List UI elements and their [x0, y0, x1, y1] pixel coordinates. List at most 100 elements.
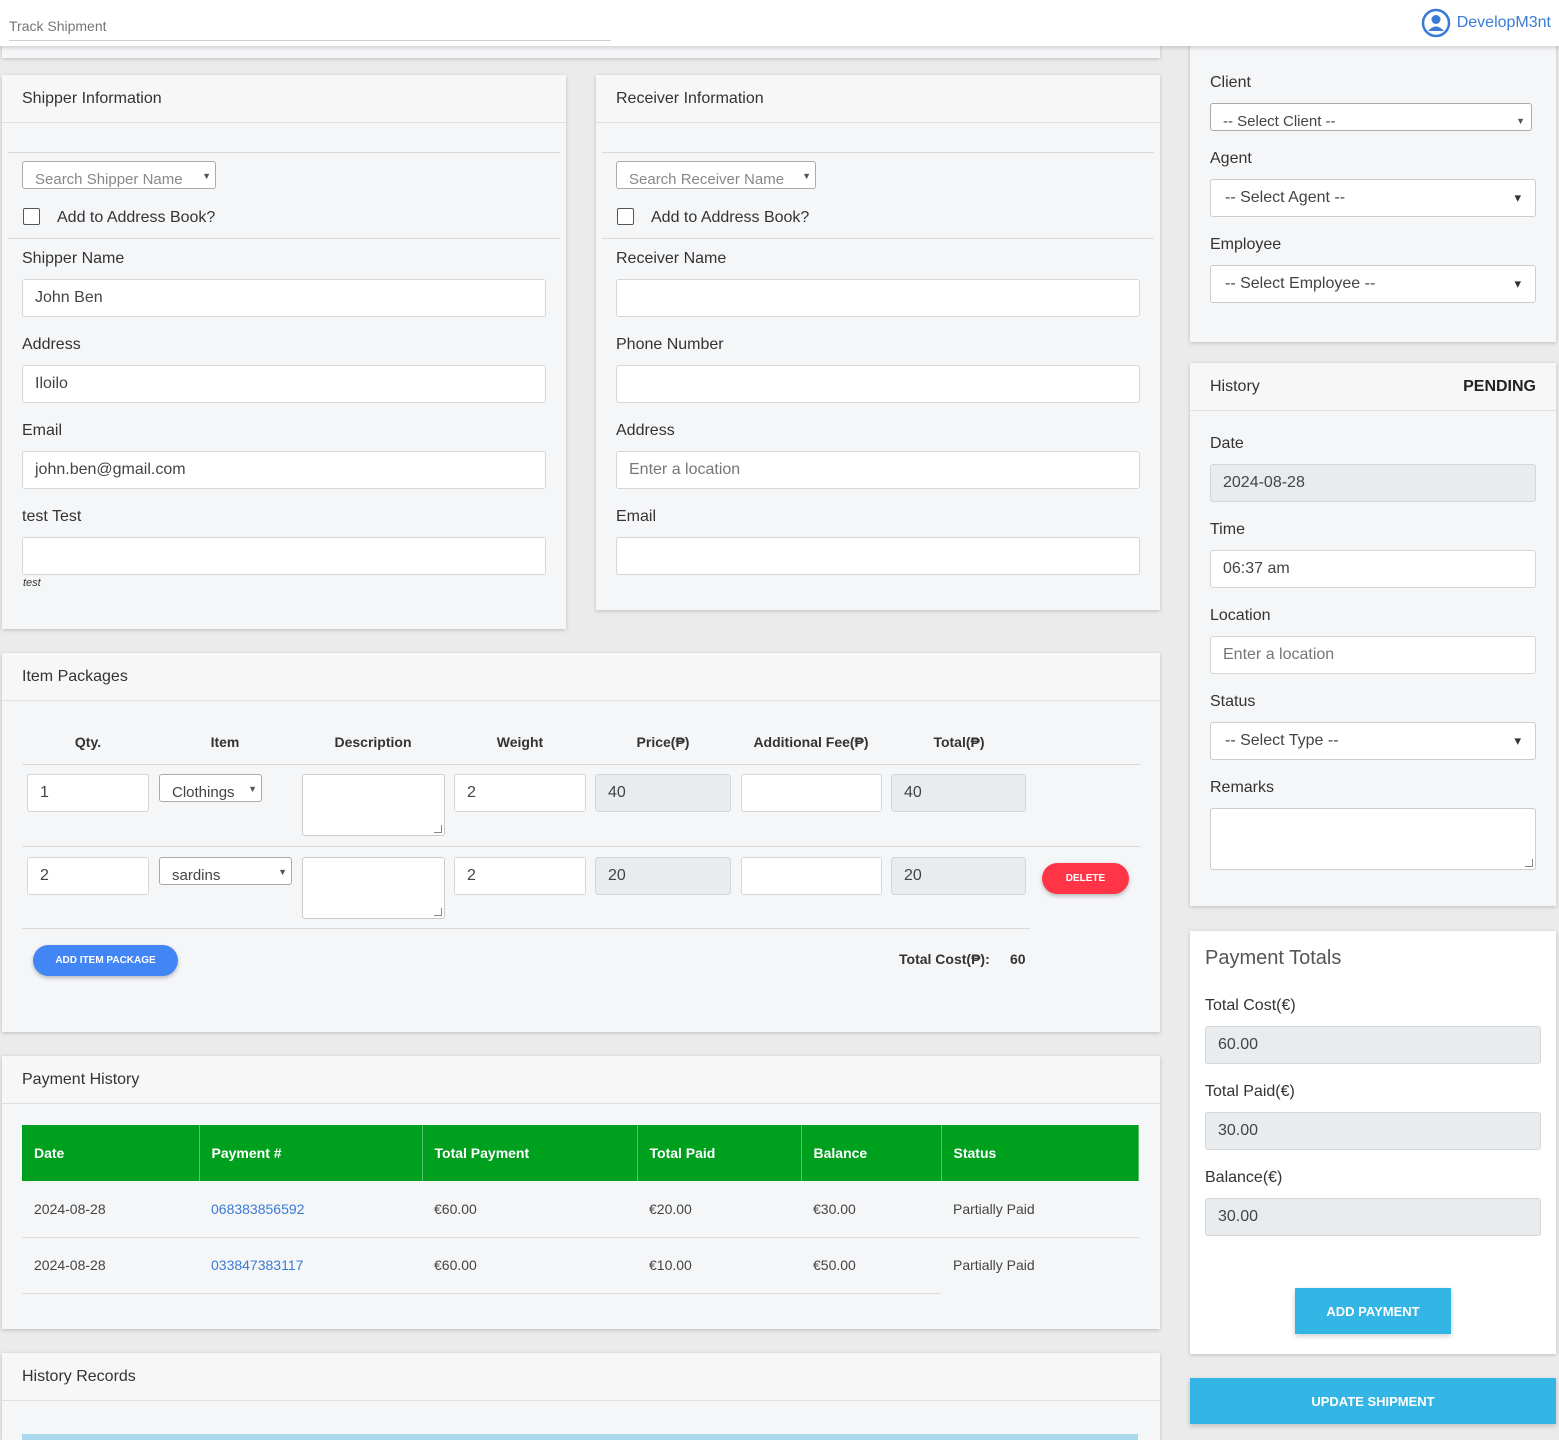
- shipper-card-title: Shipper Information: [2, 75, 566, 123]
- assignment-card: Client -- Select Client -- ▼ Agent -- Se…: [1190, 40, 1556, 342]
- pt-total-cost-field: 60.00: [1205, 1026, 1541, 1064]
- receiver-email-field[interactable]: [616, 537, 1140, 575]
- receiver-address-book-label: Add to Address Book?: [651, 209, 810, 226]
- receiver-phone-field[interactable]: [616, 365, 1140, 403]
- receiver-search-placeholder: Search Receiver Name: [629, 171, 785, 188]
- receiver-address-field[interactable]: Enter a location: [616, 451, 1140, 489]
- history-time-field[interactable]: 06:37 am: [1210, 550, 1536, 588]
- history-remarks-textarea[interactable]: [1210, 808, 1536, 870]
- shipper-address-field[interactable]: Iloilo: [22, 365, 546, 403]
- col-balance: Balance: [801, 1125, 942, 1181]
- receiver-name-field[interactable]: [616, 279, 1140, 317]
- chevron-down-icon: ▾: [1514, 276, 1521, 291]
- shipper-address-book-label: Add to Address Book?: [57, 209, 216, 226]
- divider: [602, 238, 1154, 239]
- history-date-label: Date: [1210, 435, 1244, 452]
- payment-link[interactable]: 068383856592: [211, 1200, 305, 1217]
- header-total: Total(₱): [933, 734, 985, 750]
- history-title: History: [1210, 378, 1260, 395]
- shipper-address-book-checkbox[interactable]: [23, 208, 40, 225]
- receiver-card: Receiver Information Search Receiver Nam…: [596, 75, 1160, 610]
- receiver-email-label: Email: [616, 508, 657, 525]
- user-menu[interactable]: DevelopM3nt: [1421, 8, 1551, 38]
- divider: [602, 152, 1154, 153]
- shipper-email-label: Email: [22, 422, 63, 439]
- item-packages-title: Item Packages: [2, 653, 1160, 701]
- row1-description-textarea[interactable]: [302, 774, 445, 836]
- payment-totals-title: Payment Totals: [1205, 947, 1342, 969]
- row2-weight-field[interactable]: 2: [454, 857, 586, 895]
- user-name: DevelopM3nt: [1456, 14, 1551, 31]
- item-packages-card: Item Packages Qty. Item Description Weig…: [2, 653, 1160, 1032]
- receiver-address-book-checkbox[interactable]: [617, 208, 634, 225]
- payment-history-table: Date Payment # Total Payment Total Paid …: [22, 1125, 1139, 1294]
- cell-date: 2024-08-28: [22, 1181, 199, 1238]
- row2-description-textarea[interactable]: [302, 857, 445, 919]
- shipper-card: Shipper Information Search Shipper Name …: [2, 75, 566, 629]
- shipper-search-select[interactable]: Search Shipper Name ▼: [22, 161, 216, 189]
- history-status-value: -- Select Type --: [1225, 732, 1339, 749]
- payment-link[interactable]: 033847383117: [211, 1257, 304, 1273]
- row1-fee-field[interactable]: [741, 774, 882, 812]
- divider: [22, 764, 1140, 765]
- employee-label: Employee: [1210, 236, 1282, 253]
- chevron-down-icon: ▾: [1514, 190, 1521, 205]
- row1-price-field: 40: [595, 774, 731, 812]
- receiver-search-select[interactable]: Search Receiver Name ▼: [616, 161, 816, 189]
- col-total-paid: Total Paid: [637, 1125, 802, 1181]
- row1-qty-field[interactable]: 1: [27, 774, 149, 812]
- row1-weight-field[interactable]: 2: [454, 774, 586, 812]
- update-shipment-button[interactable]: UPDATE SHIPMENT: [1190, 1378, 1556, 1424]
- add-payment-button[interactable]: ADD PAYMENT: [1295, 1288, 1451, 1334]
- row2-price-field: 20: [595, 857, 731, 895]
- shipper-address-label: Address: [22, 336, 81, 353]
- employee-select[interactable]: -- Select Employee -- ▾: [1210, 265, 1536, 303]
- history-time-label: Time: [1210, 521, 1245, 538]
- table-row: 2024-08-28 068383856592 €60.00 €20.00 €3…: [22, 1181, 1139, 1238]
- client-label: Client: [1210, 74, 1251, 91]
- agent-select[interactable]: -- Select Agent -- ▾: [1210, 179, 1536, 217]
- history-status-label: Status: [1210, 693, 1256, 710]
- header-item: Item: [210, 734, 240, 750]
- delete-row-button[interactable]: DELETE: [1042, 863, 1129, 894]
- agent-label: Agent: [1210, 150, 1252, 167]
- pt-balance-field: 30.00: [1205, 1198, 1541, 1236]
- map-preview[interactable]: [22, 1434, 1138, 1440]
- history-location-label: Location: [1210, 607, 1271, 624]
- row2-qty-field[interactable]: 2: [27, 857, 149, 895]
- add-item-package-button[interactable]: ADD ITEM PACKAGE: [33, 945, 178, 976]
- row2-item-select[interactable]: sardins ▼: [159, 857, 292, 885]
- cell-status: Partially Paid: [941, 1181, 1139, 1238]
- row1-item-select[interactable]: Clothings ▼: [159, 774, 262, 802]
- client-select-value: -- Select Client --: [1223, 113, 1336, 130]
- employee-select-value: -- Select Employee --: [1225, 275, 1376, 292]
- dropdown-arrow-icon: ▼: [802, 171, 811, 181]
- shipper-custom-field[interactable]: [22, 537, 546, 575]
- pt-balance-label: Balance(€): [1205, 1169, 1283, 1186]
- row2-fee-field[interactable]: [741, 857, 882, 895]
- history-records-card: History Records: [2, 1353, 1160, 1440]
- dropdown-arrow-icon: ▼: [278, 867, 287, 877]
- shipper-custom-hint: test: [23, 577, 41, 589]
- table-header-row: Date Payment # Total Payment Total Paid …: [22, 1125, 1139, 1181]
- header-qty: Qty.: [74, 734, 102, 750]
- history-card: History PENDING Date 2024-08-28 Time 06:…: [1190, 363, 1556, 906]
- shipper-name-field[interactable]: John Ben: [22, 279, 546, 317]
- client-select[interactable]: -- Select Client -- ▼: [1210, 103, 1532, 131]
- receiver-name-label: Receiver Name: [616, 250, 727, 267]
- divider: [8, 238, 560, 239]
- cell-total-paid: €10.00: [637, 1237, 801, 1294]
- history-remarks-label: Remarks: [1210, 779, 1275, 796]
- history-location-field[interactable]: Enter a location: [1210, 636, 1536, 674]
- cell-total-payment: €60.00: [422, 1237, 637, 1294]
- dropdown-arrow-icon: ▼: [202, 171, 211, 181]
- shipper-email-field[interactable]: john.ben@gmail.com: [22, 451, 546, 489]
- divider: [22, 846, 1140, 847]
- pt-total-paid-field: 30.00: [1205, 1112, 1541, 1150]
- track-shipment-input[interactable]: [9, 8, 611, 41]
- shipper-search-placeholder: Search Shipper Name: [35, 171, 183, 188]
- table-row: 2024-08-28 033847383117 €60.00 €10.00 €5…: [22, 1237, 1139, 1294]
- cell-total-paid: €20.00: [637, 1181, 801, 1238]
- col-date: Date: [22, 1125, 200, 1181]
- history-status-select[interactable]: -- Select Type -- ▾: [1210, 722, 1536, 760]
